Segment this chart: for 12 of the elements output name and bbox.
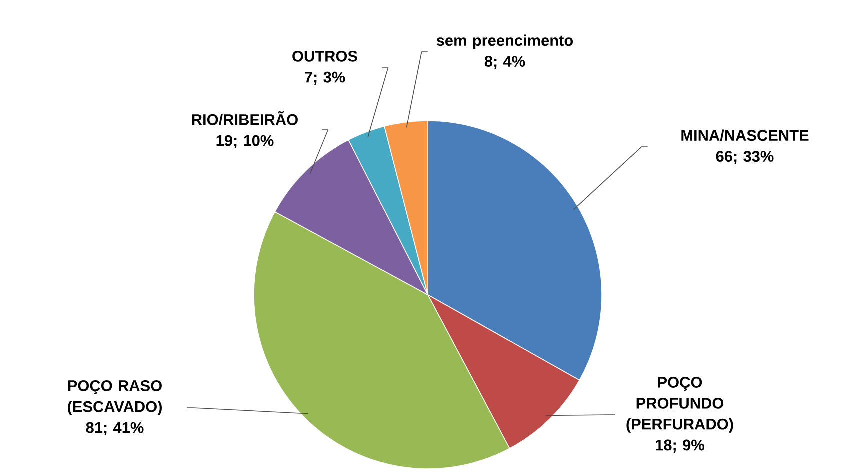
slice-label: MINA/NASCENTE [682,130,809,142]
slice-label: RIO/RIBEIRÃO [192,111,298,126]
data-label: 8; 4% [484,56,526,70]
data-label: 18; 9% [656,440,704,453]
slice-label: sem preencimento [436,34,574,50]
data-label: 66; 33% [716,151,774,164]
data-label: 19; 10% [216,135,274,149]
data-label: 81; 41% [86,422,144,436]
slice-label: POÇO RASO (ESCAVADO) [68,380,162,416]
slice-label: POÇO PROFUNDO (PERFURADO) [626,377,734,433]
slice-label: OUTROS [292,50,358,62]
data-label: 7; 3% [305,72,346,86]
